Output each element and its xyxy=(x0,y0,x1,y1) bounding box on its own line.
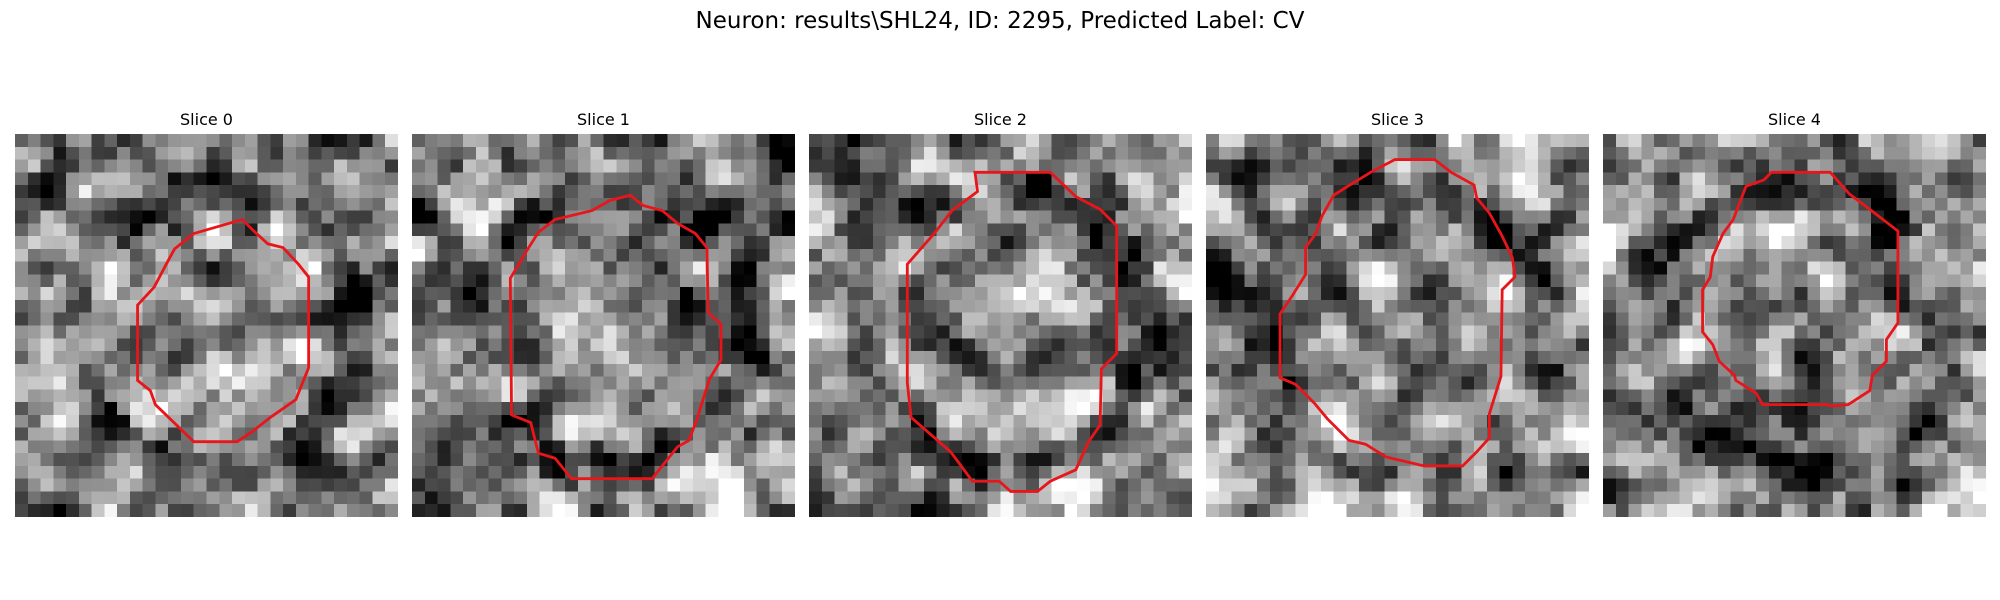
slice-title-3: Slice 3 xyxy=(1371,110,1424,129)
slice-image-4 xyxy=(1603,134,1986,517)
slice-title-4: Slice 4 xyxy=(1768,110,1821,129)
slice-title-2: Slice 2 xyxy=(974,110,1027,129)
slice-image-1 xyxy=(412,134,795,517)
slice-panel-4: Slice 4 xyxy=(1603,108,1986,517)
neuron-contour-1 xyxy=(508,193,723,481)
figure-title: Neuron: results\SHL24, ID: 2295, Predict… xyxy=(695,8,1305,34)
neuron-contour-2 xyxy=(905,170,1119,493)
pixel-grid-2 xyxy=(809,134,1192,517)
slice-panel-3: Slice 3 xyxy=(1206,108,1589,517)
pixel-grid-1 xyxy=(412,134,795,517)
pixel-grid-0 xyxy=(15,134,398,517)
pixel-grid-3 xyxy=(1206,134,1589,517)
slice-panel-0: Slice 0 xyxy=(15,108,398,517)
pixel-grid-4 xyxy=(1603,134,1986,517)
slice-image-2 xyxy=(809,134,1192,517)
slice-panel-1: Slice 1 xyxy=(412,108,795,517)
slice-title-0: Slice 0 xyxy=(180,110,233,129)
slice-image-3 xyxy=(1206,134,1589,517)
slice-title-1: Slice 1 xyxy=(577,110,630,129)
slice-panel-2: Slice 2 xyxy=(809,108,1192,517)
neuron-contour-4 xyxy=(1701,170,1900,408)
neuron-contour-3 xyxy=(1278,158,1517,468)
slice-image-0 xyxy=(15,134,398,517)
neuron-contour-0 xyxy=(136,217,311,444)
